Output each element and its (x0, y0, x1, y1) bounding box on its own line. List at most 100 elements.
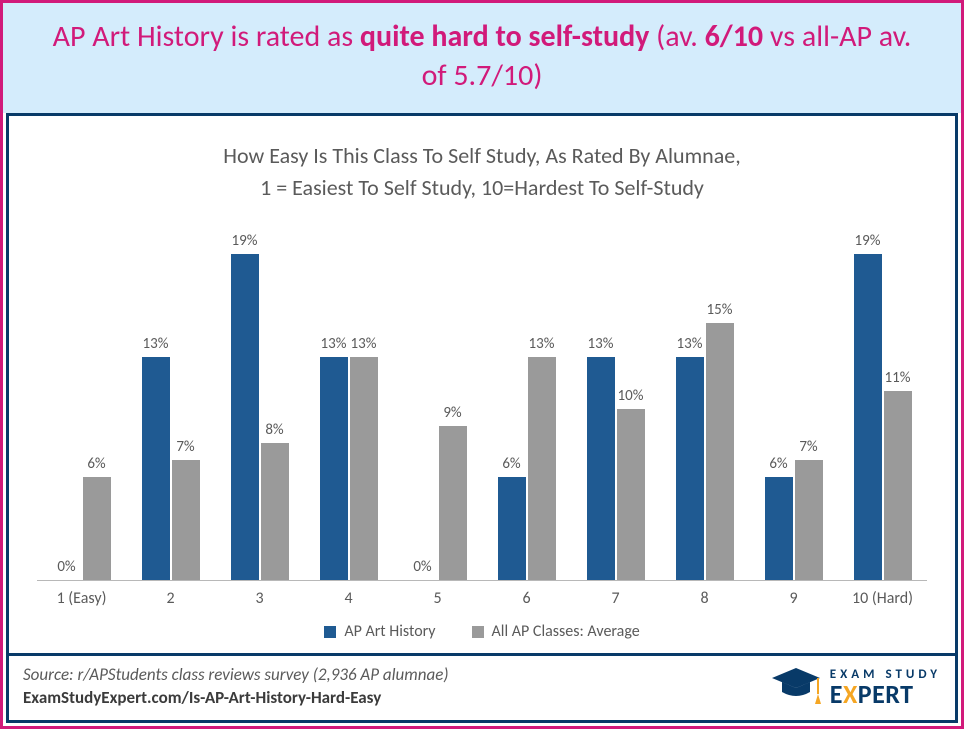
bar-series1 (765, 477, 793, 580)
bar-group: 13%15% (660, 220, 749, 580)
chart-plot-area: 0%6%13%7%19%8%13%13%0%9%6%13%13%10%13%15… (37, 220, 927, 581)
bar-value-label: 7% (799, 438, 817, 456)
bar-group: 19%8% (215, 220, 304, 580)
bar-value-label: 13% (588, 335, 614, 353)
bar-series2 (83, 477, 111, 580)
headline-banner: AP Art History is rated as quite hard to… (3, 3, 961, 113)
bar-wrap: 7% (172, 220, 200, 580)
bar-value-label: 13% (143, 335, 169, 353)
chart-title-line2: 1 = Easiest To Self Study, 10=Hardest To… (260, 174, 704, 201)
bar-series2 (261, 443, 289, 580)
bar-wrap: 13% (587, 220, 615, 580)
bar-wrap: 9% (439, 220, 467, 580)
chart-title: How Easy Is This Class To Self Study, As… (37, 140, 927, 204)
logo-bottom-x: X (843, 678, 858, 710)
bar-series2 (172, 460, 200, 580)
x-tick-label: 9 (749, 589, 838, 608)
bar-series2 (350, 357, 378, 580)
bar-wrap: 6% (765, 220, 793, 580)
graduation-cap-icon (770, 666, 822, 708)
bar-group: 6% 13% (482, 220, 571, 580)
bar-series2 (439, 426, 467, 580)
chart-title-line1: How Easy Is This Class To Self Study, As… (223, 142, 740, 169)
bar-wrap: 6% (498, 220, 526, 580)
legend-label-series1: AP Art History (344, 622, 435, 641)
bar-series1 (587, 357, 615, 580)
bar-value-label: 6% (769, 455, 787, 473)
legend-swatch-icon (324, 626, 336, 638)
bar-value-label: 13% (529, 335, 555, 353)
bar-series1 (498, 477, 526, 580)
bar-value-label: 9% (443, 404, 461, 422)
bar-wrap: 13% (320, 220, 348, 580)
bar-value-label: 13% (351, 335, 377, 353)
bar-value-label: 0% (57, 558, 75, 576)
bar-group: 0% 9% (393, 220, 482, 580)
chart-legend: AP Art History All AP Classes: Average (37, 622, 927, 641)
bar-wrap: 10% (617, 220, 645, 580)
bar-wrap: 13% (528, 220, 556, 580)
x-tick-label: 3 (215, 589, 304, 608)
chart-panel: How Easy Is This Class To Self Study, As… (6, 113, 958, 656)
bar-value-label: 15% (707, 301, 733, 319)
bar-wrap: 8% (261, 220, 289, 580)
x-tick-label: 6 (482, 589, 571, 608)
bar-series2 (528, 357, 556, 580)
x-tick-label: 1 (Easy) (37, 589, 126, 608)
x-tick-label: 7 (571, 589, 660, 608)
headline-mid: (av. (649, 18, 704, 55)
x-tick-label: 8 (660, 589, 749, 608)
bar-wrap: 19% (231, 220, 259, 580)
x-tick-label: 5 (393, 589, 482, 608)
bar-value-label: 10% (618, 387, 644, 405)
bar-group: 13% 10% (571, 220, 660, 580)
bar-series1 (142, 357, 170, 580)
legend-swatch-icon (472, 626, 484, 638)
bar-group: 13% 7% (126, 220, 215, 580)
logo-bottom-line: EXPERT (830, 681, 941, 707)
bar-series2 (884, 391, 912, 580)
bar-value-label: 7% (176, 438, 194, 456)
bar-group: 6% 7% (749, 220, 838, 580)
bar-series2 (706, 323, 734, 580)
logo-bottom-post: PERT (858, 678, 914, 710)
bar-series1 (231, 254, 259, 580)
brand-logo: EXAM STUDY EXPERT (770, 666, 941, 708)
bar-wrap: 0% (409, 220, 437, 580)
footer-text: Source: r/APStudents class reviews surve… (23, 664, 448, 710)
bar-value-label: 19% (232, 232, 258, 250)
bar-series1 (320, 357, 348, 580)
bar-group: 13%13% (304, 220, 393, 580)
bar-group: 0% 6% (37, 220, 126, 580)
bar-series1 (854, 254, 882, 580)
bar-wrap: 13% (350, 220, 378, 580)
bar-value-label: 19% (855, 232, 881, 250)
legend-item-series1: AP Art History (324, 622, 435, 641)
footer-source: Source: r/APStudents class reviews surve… (23, 664, 448, 685)
bar-wrap: 15% (706, 220, 734, 580)
bar-wrap: 19% (854, 220, 882, 580)
headline-prefix: AP Art History is rated as (53, 18, 360, 55)
bar-group: 19% 11% (838, 220, 927, 580)
headline-bold2: 6/10 (705, 18, 764, 55)
infographic-card: AP Art History is rated as quite hard to… (0, 0, 964, 729)
bar-wrap: 7% (795, 220, 823, 580)
bar-series2 (617, 409, 645, 581)
bar-value-label: 0% (413, 558, 431, 576)
bar-value-label: 13% (321, 335, 347, 353)
logo-bottom-pre: E (830, 678, 843, 710)
bar-wrap: 0% (53, 220, 81, 580)
bar-value-label: 6% (87, 455, 105, 473)
x-tick-label: 4 (304, 589, 393, 608)
bar-series2 (795, 460, 823, 580)
bar-value-label: 6% (502, 455, 520, 473)
bar-wrap: 13% (676, 220, 704, 580)
headline-bold1: quite hard to self-study (360, 18, 649, 55)
chart-x-axis: 1 (Easy)2345678910 (Hard) (37, 589, 927, 608)
logo-text: EXAM STUDY EXPERT (830, 668, 941, 707)
x-tick-label: 2 (126, 589, 215, 608)
bar-wrap: 11% (884, 220, 912, 580)
bar-value-label: 11% (885, 369, 911, 387)
x-tick-label: 10 (Hard) (838, 589, 927, 608)
footer: Source: r/APStudents class reviews surve… (6, 656, 958, 723)
